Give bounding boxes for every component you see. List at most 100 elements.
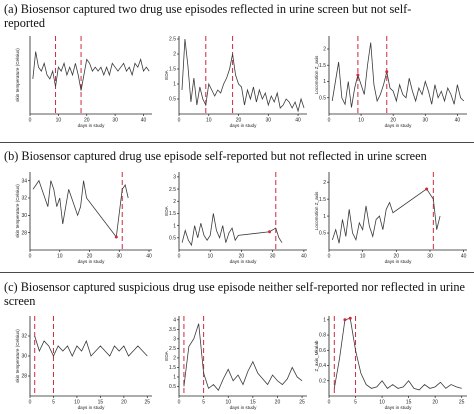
chart-a-locomotion: 0 10 20 30 40 0.5 1 1.5 2 days in study Locomotion…	[314, 36, 467, 128]
x-tick-label: 0	[29, 254, 32, 260]
x-tick-label: 5	[354, 400, 357, 406]
x-axis-label: days in study	[78, 405, 106, 410]
x-axis-label: days in study	[385, 123, 413, 128]
x-tick-label: 25	[145, 400, 151, 406]
y-tick-label: 32	[21, 196, 27, 202]
highlight-point	[343, 318, 347, 322]
y-tick-label: 28	[21, 374, 27, 380]
chart-b-skin-temperature: 0 10 20 30 40 28 30 32 34 days in study skin tempe…	[15, 172, 152, 264]
x-tick-label: 10	[360, 254, 366, 260]
x-tick-label: 30	[116, 254, 122, 260]
y-tick-label: 3	[173, 337, 176, 343]
chart-c-skin-temperature: 0 5 10 15 20 25 28 30 32 days in study skin temper…	[15, 316, 152, 410]
y-tick-label: 0.5	[169, 97, 176, 103]
y-tick-label: 0.5	[319, 95, 326, 101]
x-tick-label: 0	[328, 254, 331, 260]
y-tick-label: 0.5	[169, 236, 176, 242]
x-axis-label: days in study	[78, 123, 106, 128]
y-tick-label: 1	[323, 318, 326, 324]
y-tick-label: 1	[173, 223, 176, 229]
y-tick-label: 2	[323, 180, 326, 186]
x-tick-label: 0	[178, 254, 181, 260]
y-axis-label: skin temperature (Celsius)	[15, 48, 20, 102]
x-tick-label: 20	[84, 118, 90, 124]
x-axis-label: days in study	[230, 259, 258, 264]
y-tick-label: 0.4	[319, 363, 326, 369]
x-axis-label: days in study	[385, 405, 413, 410]
y-tick-label: 28	[21, 230, 27, 236]
x-tick-label: 25	[299, 400, 305, 406]
y-axis-label: Locomotion Z_axis	[314, 191, 319, 230]
x-tick-label: 0	[178, 400, 181, 406]
x-tick-label: 20	[390, 118, 396, 124]
highlight-point	[348, 316, 352, 320]
section-separator	[0, 272, 474, 273]
y-tick-label: 1	[173, 375, 176, 381]
highlight-point	[268, 230, 272, 234]
series-line	[181, 213, 283, 247]
series-line	[333, 317, 462, 391]
chart-a-skin-temperature: 0 10 20 30 40 days in study skin temperature (…	[15, 36, 152, 128]
x-tick-label: 10	[207, 254, 213, 260]
x-tick-label: 0	[328, 118, 331, 124]
y-tick-label: 1.5	[319, 63, 326, 69]
x-axis-label: days in study	[385, 259, 413, 264]
x-tick-label: 0	[178, 118, 181, 124]
x-tick-label: 20	[87, 254, 93, 260]
x-tick-label: 10	[74, 400, 80, 406]
x-tick-label: 10	[57, 254, 63, 260]
panel-a-title: (a) Biosensor captured two drug use epis…	[4, 2, 412, 30]
x-axis-label: days in study	[78, 259, 106, 264]
x-tick-label: 30	[422, 118, 428, 124]
x-axis-label: days in study	[230, 123, 258, 128]
y-tick-label: 0.8	[319, 333, 326, 339]
y-tick-label: 2	[173, 52, 176, 58]
x-tick-label: 30	[427, 254, 433, 260]
x-tick-label: 0	[29, 400, 32, 406]
y-axis-label: skin temperature (Celsius)	[15, 329, 20, 383]
y-tick-label: 1.5	[169, 365, 176, 371]
chart-a-eda: 0 10 20 30 40 0.5 1 1.5 2 2.5 days in study EDA	[164, 36, 307, 128]
y-axis-label: Locomotion Z_axis	[314, 55, 319, 94]
y-tick-label: 2	[173, 356, 176, 362]
x-tick-label: 10	[56, 118, 62, 124]
chart-b-locomotion: 0 10 20 30 40 0.5 1 1.5 2 days in study Locomotion…	[314, 172, 467, 264]
x-tick-label: 10	[225, 400, 231, 406]
section-separator	[0, 142, 474, 143]
y-axis-label: EDA	[164, 350, 169, 360]
y-axis-label: skin temperature (Celsius)	[15, 184, 20, 238]
y-tick-label: 1.5	[169, 67, 176, 73]
x-tick-label: 10	[379, 400, 385, 406]
y-tick-label: 0.2	[319, 378, 326, 384]
x-tick-label: 15	[406, 400, 412, 406]
y-tick-label: 0.5	[169, 384, 176, 390]
x-axis-label: days in study	[230, 405, 258, 410]
highlight-point	[425, 187, 429, 191]
y-tick-label: 1	[323, 214, 326, 220]
x-tick-label: 30	[270, 254, 276, 260]
y-tick-label: 34	[21, 178, 27, 184]
x-tick-label: 5	[202, 400, 205, 406]
highlight-point	[385, 70, 389, 74]
x-tick-label: 40	[141, 118, 147, 124]
x-tick-label: 20	[432, 400, 438, 406]
x-tick-label: 20	[394, 254, 400, 260]
y-tick-label: 3	[173, 175, 176, 181]
y-tick-label: 2	[323, 47, 326, 53]
x-tick-label: 20	[236, 118, 242, 124]
series-line	[32, 51, 150, 91]
y-tick-label: 2.5	[169, 37, 176, 43]
y-tick-label: 2	[173, 199, 176, 205]
y-tick-label: 32	[21, 334, 27, 340]
x-tick-label: 40	[461, 254, 467, 260]
series-line	[183, 323, 303, 392]
series-line	[34, 335, 148, 357]
x-tick-label: 40	[301, 254, 307, 260]
highlight-point	[356, 73, 360, 77]
y-tick-label: 0.6	[319, 348, 326, 354]
x-tick-label: 15	[250, 400, 256, 406]
series-line	[181, 38, 305, 113]
highlight-point	[114, 235, 118, 239]
x-tick-label: 30	[266, 118, 272, 124]
chart-c-z-axis: 0 5 10 15 20 25 0.2 0.4 0.6 0.8 1 days in study Z_ax…	[314, 316, 467, 410]
